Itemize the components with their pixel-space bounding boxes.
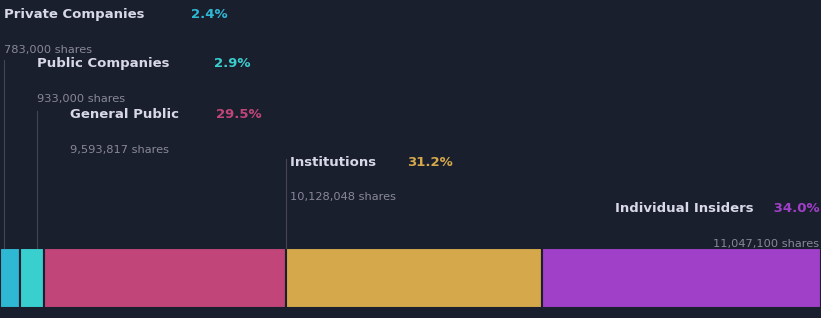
Text: 9,593,817 shares: 9,593,817 shares [70,145,169,155]
Text: 34.0%: 34.0% [768,202,819,215]
Text: 29.5%: 29.5% [217,108,262,121]
Text: Institutions: Institutions [290,156,381,169]
Bar [0,248,20,308]
Text: Private Companies: Private Companies [4,8,149,21]
Text: 783,000 shares: 783,000 shares [4,45,92,54]
Bar [20,248,44,308]
Text: 31.2%: 31.2% [407,156,452,169]
Text: 2.9%: 2.9% [214,57,250,70]
Text: 2.4%: 2.4% [191,8,228,21]
Bar [286,248,542,308]
Text: 10,128,048 shares: 10,128,048 shares [290,192,396,202]
Bar [44,248,286,308]
Text: General Public: General Public [70,108,183,121]
Text: Public Companies: Public Companies [37,57,174,70]
Text: Individual Insiders: Individual Insiders [616,202,754,215]
Text: 11,047,100 shares: 11,047,100 shares [713,238,819,248]
Bar [542,248,821,308]
Text: 933,000 shares: 933,000 shares [37,94,125,104]
